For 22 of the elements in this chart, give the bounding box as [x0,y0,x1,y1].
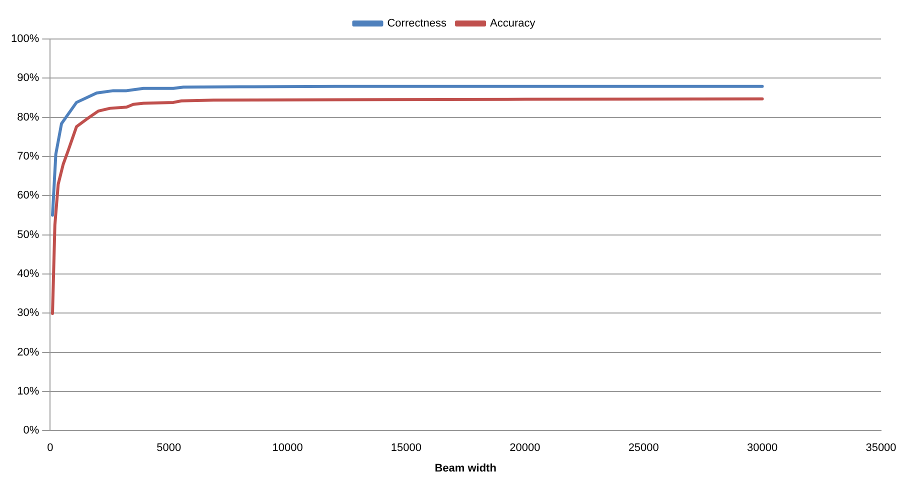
y-tick-label: 60% [17,190,40,202]
y-tick-label: 20% [17,346,40,358]
y-tick-label: 10% [17,385,40,398]
y-tick-label: 90% [17,72,40,84]
x-tick-label: 15000 [390,442,422,454]
x-tick-label: 20000 [510,442,540,454]
x-tick-label: 25000 [628,442,659,454]
y-tick-label: 70% [17,150,40,163]
y-tick-label: 50% [17,228,40,241]
y-tick-label: 40% [17,268,40,280]
x-tick-label: 30000 [747,442,778,454]
legend-label: Correctness [387,18,448,30]
x-tick-label: 5000 [156,442,182,454]
x-axis-title: Beam width [434,462,497,474]
y-tick-label: 0% [23,424,40,437]
x-tick-label: 35000 [866,442,896,454]
legend-label: Accuracy [490,18,536,30]
x-tick-label: 10000 [272,442,303,454]
x-tick-label: 0 [47,442,54,454]
y-tick-label: 30% [17,307,40,320]
y-tick-label: 100% [10,33,40,46]
y-tick-label: 80% [17,111,40,124]
